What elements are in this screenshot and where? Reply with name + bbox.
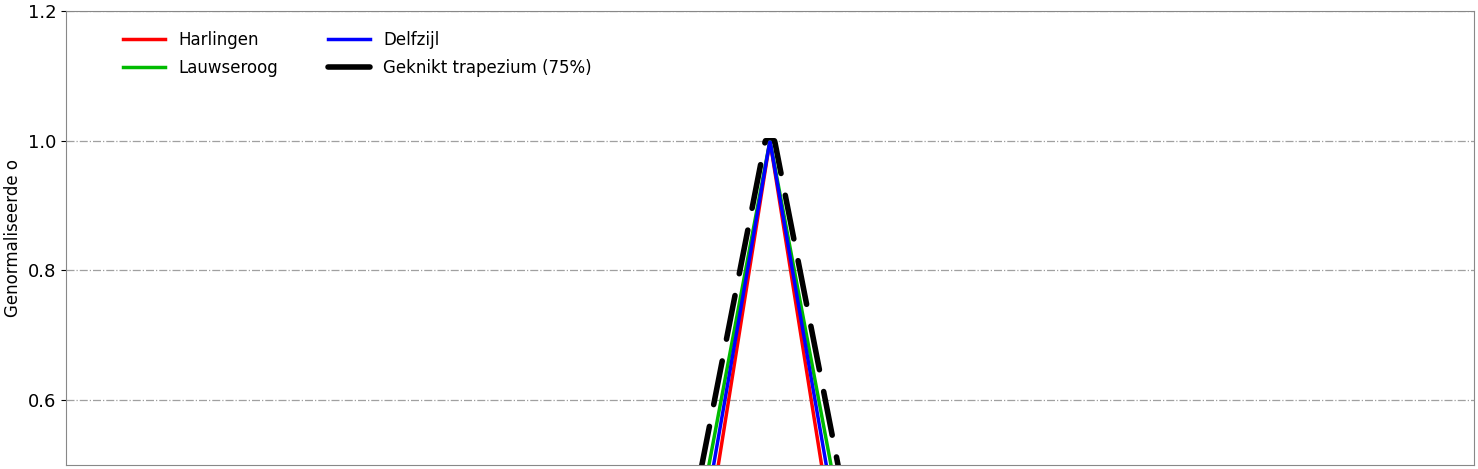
Line: Lauwseroog: Lauwseroog xyxy=(67,142,1474,469)
Geknikt trapezium (75%) xyxy=(757,138,774,144)
Lauwseroog xyxy=(761,139,779,145)
Delfzijl xyxy=(761,139,779,145)
Line: Delfzijl: Delfzijl xyxy=(67,142,1474,469)
Legend: Harlingen, Lauwseroog, Delfzijl, Geknikt trapezium (75%): Harlingen, Lauwseroog, Delfzijl, Geknikt… xyxy=(117,24,599,83)
Line: Harlingen: Harlingen xyxy=(67,142,1474,469)
Y-axis label: Genormaliseerde o: Genormaliseerde o xyxy=(4,159,22,317)
Line: Geknikt trapezium (75%): Geknikt trapezium (75%) xyxy=(67,141,1474,469)
Harlingen xyxy=(761,139,779,145)
